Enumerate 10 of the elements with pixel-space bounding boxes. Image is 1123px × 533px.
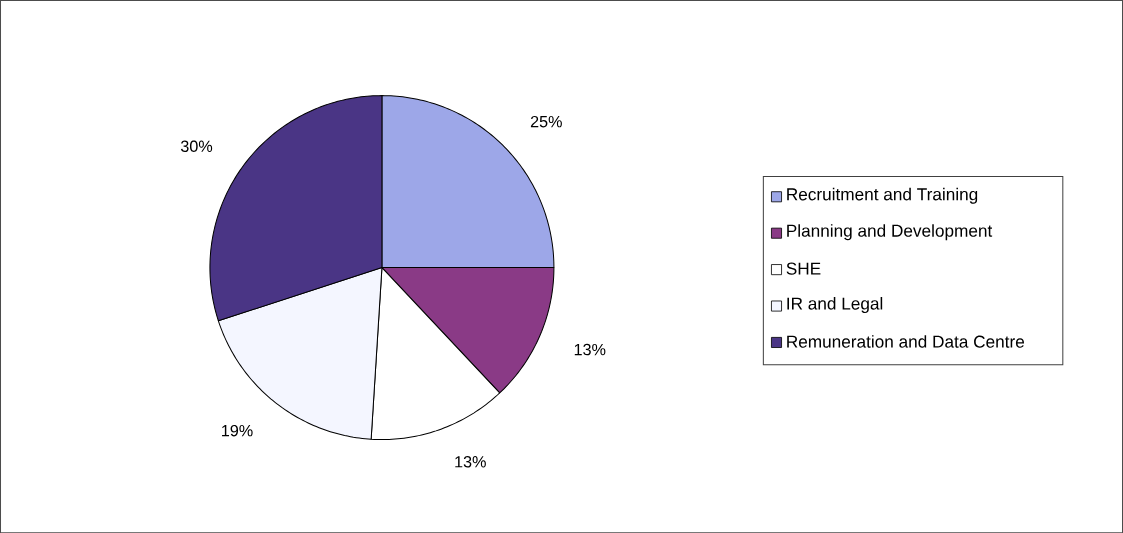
data-label: 30% (180, 140, 213, 152)
legend-label: Planning and Development (787, 224, 993, 241)
data-label: 13% (455, 455, 486, 468)
legend-label: Remuneration and Data Centre (787, 335, 1025, 348)
legend-label: IR and Legal (787, 296, 883, 313)
data-label: 13% (574, 343, 606, 356)
legend-label: SHE (786, 262, 821, 275)
data-label: 19% (222, 424, 253, 437)
legend-label: Recruitment and Training (787, 187, 978, 204)
data-label: 25% (530, 115, 562, 128)
